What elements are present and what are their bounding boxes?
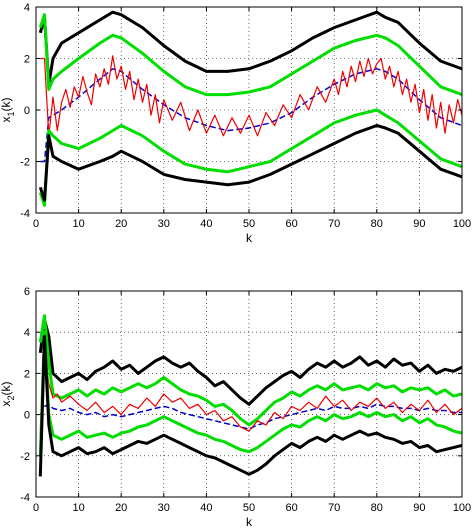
y-tick-label: -2 (20, 157, 30, 169)
y-axis-label-tail: (k) (0, 381, 13, 395)
x-tick-label: 10 (72, 218, 84, 230)
y-tick-label: 2 (24, 368, 30, 380)
series-line-3 (39, 346, 462, 436)
x-tick-label: 10 (72, 502, 84, 514)
y-tick-label: -4 (20, 208, 30, 220)
y-axis-label-base: x (0, 401, 13, 407)
y-axis-label-tail: (k) (0, 97, 13, 111)
x-tick-label: 40 (200, 218, 212, 230)
series-group (38, 10, 462, 207)
series-line-5 (38, 334, 462, 477)
y-axis-label-base: x (0, 117, 13, 123)
series-line-1 (38, 314, 462, 427)
y-tick-label: -4 (20, 492, 30, 504)
x-tick-label: 70 (328, 218, 340, 230)
x-tick-label: 80 (371, 502, 383, 514)
series-line-1 (38, 13, 462, 97)
x-tick-label: 50 (243, 502, 255, 514)
x-tick-label: 70 (328, 502, 340, 514)
x-tick-label: 20 (115, 218, 127, 230)
series-line-0 (38, 10, 462, 86)
x-tick-label: 40 (200, 502, 212, 514)
x-tick-label: 90 (413, 502, 425, 514)
x-tick-label: 30 (158, 218, 170, 230)
y-axis-label-subscript: 2 (6, 395, 16, 400)
x-tick-label: 0 (33, 218, 39, 230)
x-tick-label: 30 (158, 502, 170, 514)
y-tick-label: 6 (24, 286, 30, 298)
x-tick-label: 90 (413, 218, 425, 230)
series-line-3 (40, 55, 462, 137)
series-line-5 (38, 124, 462, 202)
y-tick-label: -2 (20, 451, 30, 463)
x-axis-label: k (246, 515, 253, 529)
y-tick-label: 4 (24, 327, 30, 339)
y-tick-label: 0 (24, 105, 30, 117)
series-line-4 (38, 330, 462, 456)
x-tick-label: 60 (285, 502, 297, 514)
y-axis-label-subscript: 1 (6, 111, 16, 116)
x-tick-label: 50 (243, 218, 255, 230)
x-tick-label: 60 (285, 218, 297, 230)
x-axis-label: k (246, 231, 253, 245)
series-group (38, 314, 462, 477)
x-tick-label: 100 (453, 218, 471, 230)
y-axis-label: x2(k) (0, 381, 16, 406)
y-axis-label: x1(k) (0, 97, 16, 122)
y-tick-label: 4 (24, 2, 30, 14)
plot-x1: 0 10 20 30 40 50 60 70 80 90 100 -4 -2 0 2 4 k x1(k) (0, 2, 471, 245)
series-line-0 (38, 318, 462, 406)
x-tick-label: 20 (115, 502, 127, 514)
y-tick-label: 2 (24, 54, 30, 66)
series-line-4 (38, 108, 462, 207)
y-tick-label: 0 (24, 410, 30, 422)
x-tick-label: 100 (453, 502, 471, 514)
series-line-2 (39, 403, 462, 430)
x-tick-label: 80 (371, 218, 383, 230)
x-tick-label: 0 (33, 502, 39, 514)
